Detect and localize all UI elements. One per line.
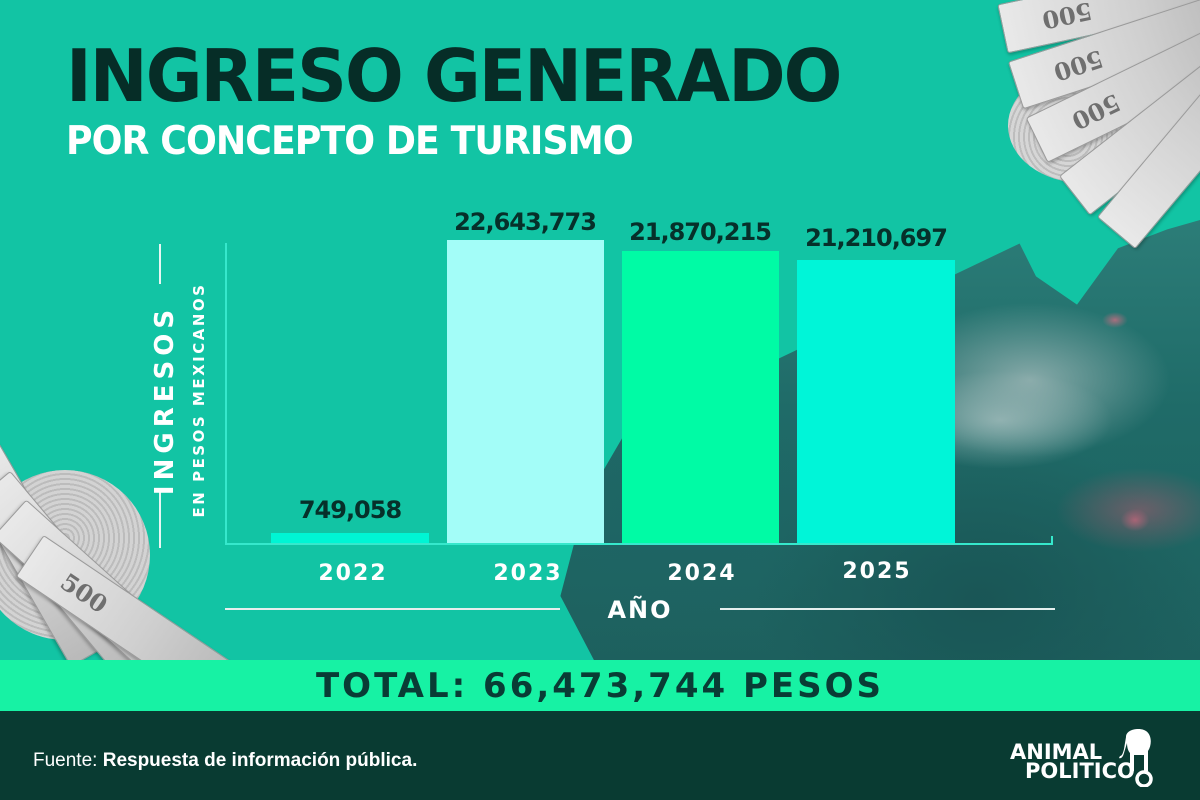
bar-2022 — [271, 533, 429, 543]
source-prefix: Fuente: — [33, 750, 98, 771]
logo-text-line2: POLITICO — [1025, 759, 1135, 783]
ylabel-divider-bottom — [159, 488, 161, 548]
x-tick-label-2025: 2025 — [842, 559, 912, 584]
banknotes-decoration-top-right: 500 500 500 — [990, 0, 1200, 250]
y-axis-label: INGRESOS EN PESOS MEXICANOS — [140, 250, 220, 550]
xlabel-divider-left — [225, 608, 560, 610]
bar-value-label-2022: 749,058 — [298, 496, 402, 524]
y-axis-label-sub: EN PESOS MEXICANOS — [190, 282, 208, 518]
x-axis-line — [225, 543, 1053, 545]
xlabel-divider-right — [720, 608, 1055, 610]
animal-politico-logo: ANIMAL POLITICO — [1010, 725, 1160, 789]
source-text: Respuesta de información pública. — [102, 750, 418, 771]
x-axis-end-tick — [1051, 536, 1053, 545]
footer: Fuente: Respuesta de información pública… — [0, 711, 1200, 800]
x-tick-label-2023: 2023 — [493, 561, 563, 586]
x-tick-label-2024: 2024 — [667, 561, 737, 586]
bar-value-label-2025: 21,210,697 — [805, 224, 948, 252]
x-axis-label: AÑO — [607, 596, 673, 624]
source-note: Fuente: Respuesta de información pública… — [33, 750, 417, 772]
ylabel-divider-top — [159, 244, 161, 284]
bar-2023 — [447, 240, 604, 543]
total-text: TOTAL: 66,473,744 PESOS — [315, 665, 884, 706]
chart-subtitle: POR CONCEPTO DE TURISMO — [66, 119, 634, 164]
chart-title: INGRESO GENERADO — [66, 34, 842, 118]
x-tick-label-2022: 2022 — [318, 561, 388, 586]
bar-2024 — [622, 251, 779, 543]
bar-2025 — [797, 260, 955, 543]
y-axis-label-main: INGRESOS — [150, 304, 180, 496]
bar-value-label-2024: 21,870,215 — [629, 218, 772, 246]
logo-text-line1: ANIMAL — [1010, 740, 1103, 764]
y-axis-line — [225, 243, 227, 545]
bar-value-label-2023: 22,643,773 — [454, 208, 597, 236]
elephant-icon — [1119, 729, 1153, 787]
total-banner: TOTAL: 66,473,744 PESOS — [0, 660, 1200, 711]
